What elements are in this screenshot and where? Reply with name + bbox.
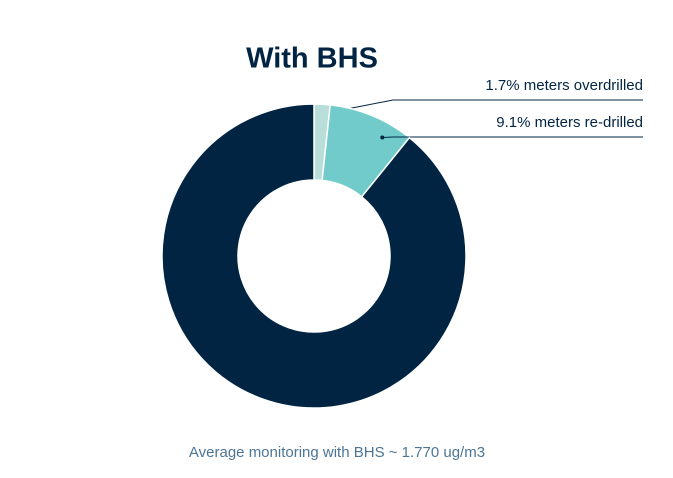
leader-dot <box>380 135 385 140</box>
chart-title: With BHS <box>246 43 378 75</box>
slice <box>161 103 467 409</box>
slice-label: 1.7% meters overdrilled <box>485 77 643 94</box>
slice-label: 9.1% meters re-drilled <box>496 114 643 131</box>
caption: Average monitoring with BHS ~ 1.770 ug/m… <box>189 444 485 461</box>
leader-line <box>338 99 643 112</box>
